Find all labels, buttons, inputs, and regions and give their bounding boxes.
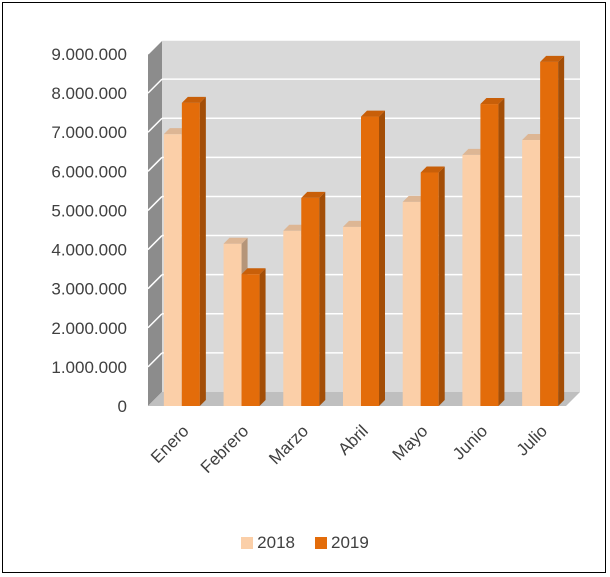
bar-front bbox=[283, 230, 302, 406]
y-tick-label: 0 bbox=[118, 397, 127, 416]
bar-2019-febrero bbox=[241, 268, 266, 406]
bar-front bbox=[402, 201, 421, 406]
bar-front bbox=[163, 134, 182, 406]
gridline-side bbox=[147, 274, 163, 290]
bar-2019-enero bbox=[181, 96, 206, 406]
legend-item-2019: 2019 bbox=[315, 533, 369, 553]
gridline-side bbox=[147, 39, 163, 55]
bar-top bbox=[420, 166, 445, 173]
bar-2019-abril bbox=[361, 110, 385, 407]
x-tick-label-marzo: Marzo bbox=[265, 421, 312, 468]
bar-side bbox=[558, 55, 565, 406]
side-wall bbox=[148, 40, 162, 406]
x-tick-label-abril: Abril bbox=[334, 421, 371, 458]
legend-label-2019: 2019 bbox=[331, 533, 369, 552]
gridline-side bbox=[147, 352, 163, 368]
legend-item-2018: 2018 bbox=[241, 533, 295, 553]
y-tick-label: 7.000.000 bbox=[51, 123, 127, 142]
bars bbox=[163, 55, 565, 407]
bar-2019-julio bbox=[540, 55, 565, 406]
bar-front bbox=[420, 172, 439, 406]
x-tick-label-junio: Junio bbox=[449, 421, 491, 463]
x-tick-label-julio: Julio bbox=[513, 421, 551, 459]
gridline-side bbox=[147, 313, 163, 329]
y-tick-label: 8.000.000 bbox=[51, 84, 127, 103]
legend-swatch-2018 bbox=[241, 537, 254, 549]
bar-top bbox=[301, 191, 326, 198]
x-tick-label-enero: Enero bbox=[147, 421, 193, 467]
bar-front bbox=[301, 197, 320, 406]
bar-top bbox=[480, 98, 505, 105]
gridline-side bbox=[147, 78, 163, 94]
bar-front bbox=[540, 61, 559, 406]
y-axis: 0 1.000.000 2.000.000 3.000.000 4.000.000 5.0… bbox=[51, 45, 127, 416]
bar-2019-junio bbox=[480, 98, 505, 406]
bar-side bbox=[199, 96, 206, 406]
bar-front bbox=[522, 140, 541, 407]
y-tick-label: 9.000.000 bbox=[51, 45, 127, 64]
bar-top bbox=[223, 237, 248, 244]
legend: 2018 2019 bbox=[0, 533, 610, 553]
bar-front bbox=[241, 274, 260, 406]
bar-side bbox=[498, 98, 505, 406]
bar-side bbox=[259, 268, 266, 406]
bar-top bbox=[181, 96, 206, 103]
x-tick-label-mayo: Mayo bbox=[389, 421, 432, 464]
y-tick-label: 4.000.000 bbox=[51, 241, 127, 260]
y-tick-label: 2.000.000 bbox=[51, 319, 127, 338]
x-axis: Enero Febrero Marzo Abril Mayo Junio Julio bbox=[147, 421, 551, 477]
bar-side bbox=[379, 110, 385, 407]
bar-front bbox=[181, 102, 200, 406]
bar-2019-marzo bbox=[301, 191, 326, 406]
bar-front bbox=[480, 104, 499, 406]
bar-front bbox=[223, 243, 242, 406]
gridline-side bbox=[147, 117, 163, 133]
gridline-side bbox=[147, 156, 163, 172]
y-tick-label: 3.000.000 bbox=[51, 280, 127, 299]
bar-top bbox=[241, 268, 266, 275]
bar-top bbox=[540, 55, 565, 62]
bar-side bbox=[319, 191, 326, 406]
x-tick-label-febrero: Febrero bbox=[197, 421, 253, 477]
y-tick-label: 5.000.000 bbox=[51, 201, 127, 220]
gridline-side bbox=[147, 235, 163, 251]
legend-label-2018: 2018 bbox=[257, 533, 295, 552]
bar-front bbox=[462, 154, 481, 406]
bar-top bbox=[361, 110, 385, 117]
bar-side bbox=[438, 166, 445, 406]
legend-swatch-2019 bbox=[315, 537, 327, 549]
bar-2019-mayo bbox=[420, 166, 445, 406]
y-tick-label: 1.000.000 bbox=[51, 358, 127, 377]
y-tick-label: 6.000.000 bbox=[51, 162, 127, 181]
bar-front bbox=[361, 116, 379, 407]
bar-front bbox=[343, 226, 361, 406]
gridline-side bbox=[147, 195, 163, 211]
